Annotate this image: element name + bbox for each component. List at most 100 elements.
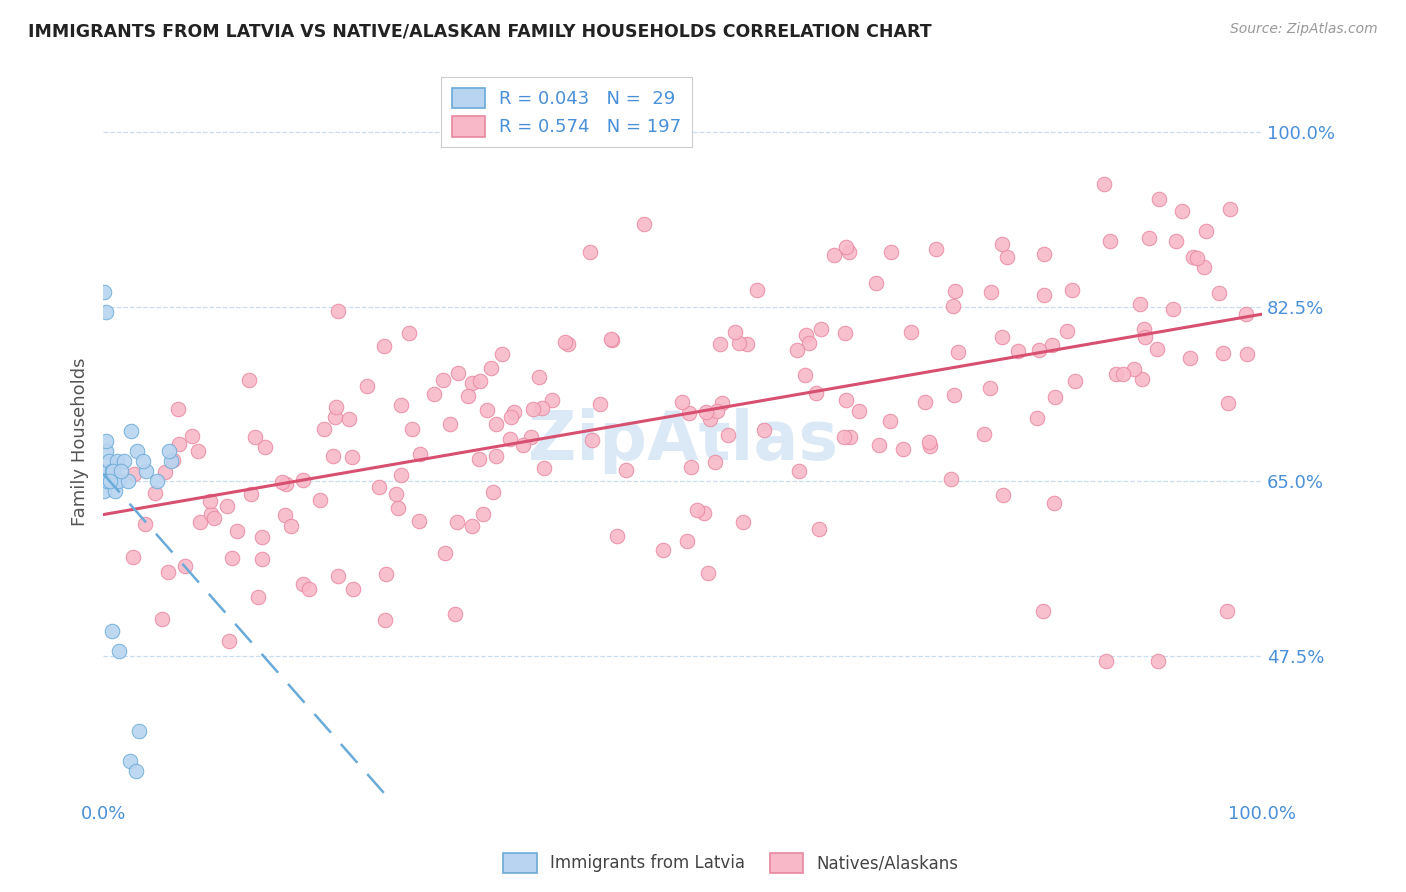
Point [472, 507, 495, 521]
Point [387, 501, 409, 516]
Point [461, 519, 484, 533]
Point [485, 450, 508, 464]
Point [581, 433, 603, 447]
Point [699, 411, 721, 425]
Point [356, 379, 378, 393]
Point [787, 464, 810, 478]
Point [1129, 297, 1152, 311]
Point [600, 333, 623, 347]
Point [253, 441, 276, 455]
Point [188, 515, 211, 529]
Point [146, 475, 169, 489]
Point [838, 244, 860, 259]
Point [1195, 224, 1218, 238]
Point [159, 444, 181, 458]
Point [1105, 367, 1128, 381]
Point [1171, 204, 1194, 219]
Legend: Immigrants from Latvia, Natives/Alaskans: Immigrants from Latvia, Natives/Alaskans [496, 847, 966, 880]
Point [101, 624, 124, 638]
Point [499, 432, 522, 446]
Point [1146, 654, 1168, 668]
Point [226, 524, 249, 539]
Point [1166, 235, 1188, 249]
Point [409, 447, 432, 461]
Point [128, 723, 150, 738]
Point [1033, 247, 1056, 261]
Point [121, 549, 143, 564]
Y-axis label: Family Households: Family Households [72, 357, 89, 525]
Point [794, 327, 817, 342]
Point [97, 454, 120, 468]
Point [461, 376, 484, 390]
Point [125, 444, 148, 458]
Point [108, 644, 131, 658]
Point [633, 217, 655, 231]
Point [298, 582, 321, 597]
Point [1147, 192, 1170, 206]
Point [200, 507, 222, 521]
Point [1216, 604, 1239, 618]
Point [468, 451, 491, 466]
Point [221, 550, 243, 565]
Point [979, 381, 1001, 395]
Point [117, 475, 139, 489]
Point [434, 546, 457, 560]
Point [240, 486, 263, 500]
Point [1045, 390, 1067, 404]
Point [834, 393, 856, 408]
Point [1063, 374, 1085, 388]
Point [794, 368, 817, 383]
Point [1092, 177, 1115, 191]
Legend: R = 0.043   N =  29, R = 0.574   N = 197: R = 0.043 N = 29, R = 0.574 N = 197 [441, 77, 692, 147]
Point [679, 459, 702, 474]
Point [215, 499, 238, 513]
Point [606, 529, 628, 543]
Point [943, 285, 966, 299]
Point [173, 558, 195, 573]
Point [484, 417, 506, 431]
Point [806, 386, 828, 401]
Point [1133, 322, 1156, 336]
Point [834, 326, 856, 340]
Point [200, 494, 222, 508]
Point [1216, 395, 1239, 409]
Point [717, 428, 740, 442]
Point [1028, 343, 1050, 357]
Point [446, 515, 468, 529]
Text: IMMIGRANTS FROM LATVIA VS NATIVE/ALASKAN FAMILY HOUSEHOLDS CORRELATION CHART: IMMIGRANTS FROM LATVIA VS NATIVE/ALASKAN… [28, 22, 932, 40]
Point [143, 486, 166, 500]
Point [314, 422, 336, 436]
Point [342, 582, 364, 596]
Point [1095, 654, 1118, 668]
Point [1212, 346, 1234, 360]
Point [1026, 411, 1049, 425]
Point [375, 567, 398, 582]
Point [704, 455, 727, 469]
Point [389, 468, 412, 483]
Point [502, 404, 524, 418]
Point [943, 388, 966, 402]
Point [120, 425, 142, 439]
Point [1185, 251, 1208, 265]
Point [218, 634, 240, 648]
Point [835, 240, 858, 254]
Point [1122, 362, 1144, 376]
Point [104, 484, 127, 499]
Point [600, 332, 623, 346]
Point [501, 409, 523, 424]
Point [1137, 231, 1160, 245]
Point [676, 534, 699, 549]
Point [374, 613, 396, 627]
Point [678, 406, 700, 420]
Point [367, 480, 389, 494]
Point [848, 404, 870, 418]
Point [891, 442, 914, 456]
Point [447, 367, 470, 381]
Point [942, 299, 965, 313]
Point [120, 754, 142, 768]
Point [325, 401, 347, 415]
Point [696, 566, 718, 580]
Point [807, 523, 830, 537]
Point [134, 516, 156, 531]
Point [540, 392, 562, 407]
